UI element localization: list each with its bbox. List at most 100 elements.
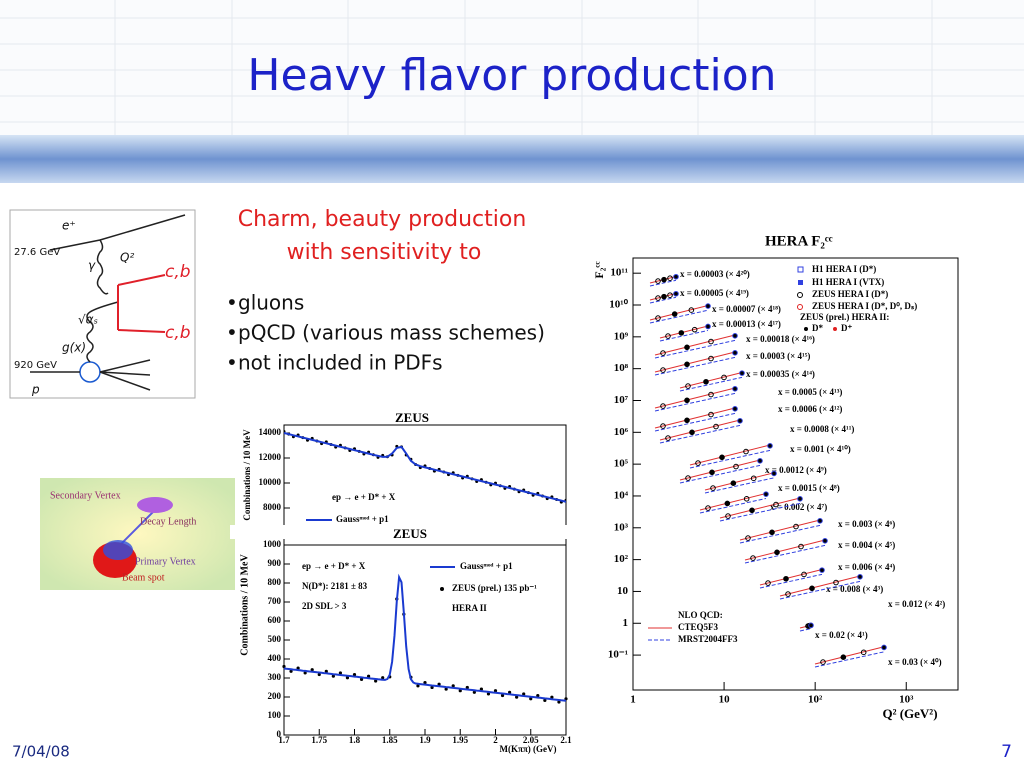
axis-label: Combinations / 10 MeV — [239, 554, 250, 656]
x-tick-label: 1.85 — [382, 735, 398, 745]
data-point — [769, 529, 775, 536]
series-label: x = 0.00003 (× 4²⁰) — [680, 269, 750, 279]
bullet-dot: • — [226, 291, 238, 315]
series-label: x = 0.006 (× 4⁴) — [838, 562, 895, 572]
data-point — [793, 523, 799, 530]
y-tick-label: 10⁴ — [614, 489, 629, 501]
data-point — [705, 323, 711, 330]
data-point — [705, 303, 711, 309]
legend: ep → e + D* + X — [332, 492, 396, 502]
legend: ZEUS (prel.) HERA II: — [800, 312, 889, 322]
legend-marker — [440, 587, 444, 591]
data-point — [331, 674, 335, 678]
data-point — [798, 543, 804, 550]
theory-line — [719, 497, 801, 519]
data-point — [797, 496, 803, 502]
y-tick-label: 10 — [617, 585, 629, 597]
theory-line — [739, 519, 821, 541]
series-label: x = 0.00035 (× 4¹⁴) — [746, 369, 815, 379]
x-tick-label: 2.05 — [523, 735, 539, 745]
axis-label: F₂ᶜᶜ — [592, 261, 606, 278]
x-tick-label: 1 — [630, 694, 636, 706]
y-tick-label: 600 — [268, 615, 282, 625]
data-point — [757, 458, 763, 464]
label: g(x) — [62, 341, 86, 355]
data-point — [820, 659, 826, 665]
theory-line — [654, 412, 736, 432]
theory-line — [654, 334, 736, 356]
legend: D⁺ — [841, 323, 852, 333]
theory-line — [689, 449, 771, 469]
y-tick-label: 0 — [277, 729, 282, 739]
bullet-dot: • — [226, 321, 238, 345]
data-point — [739, 370, 745, 376]
y-tick-label: 10² — [614, 553, 629, 565]
label: 920 GeV — [14, 360, 57, 371]
data-point — [685, 475, 691, 481]
y-tick-label: 10¹¹ — [610, 267, 628, 279]
theory-line — [659, 329, 709, 342]
data-point — [840, 654, 847, 661]
theory-line — [654, 387, 736, 409]
data-point — [710, 485, 716, 491]
series-label: x = 0.012 (× 4²) — [888, 599, 945, 609]
data-point — [783, 575, 789, 582]
data-point — [655, 278, 661, 284]
bullet: pQCD (various mass schemes) — [238, 321, 545, 345]
data-point — [730, 480, 737, 487]
y-tick-label: 200 — [268, 691, 282, 701]
data-point — [703, 378, 709, 385]
theory-line — [654, 351, 736, 373]
page-number: 7 — [1001, 742, 1012, 762]
data-point — [773, 501, 779, 508]
data-point — [522, 692, 526, 696]
theory-line — [799, 628, 812, 632]
axis-label: Combinations / 10 MeV — [242, 429, 252, 521]
data-point — [771, 470, 777, 477]
bullet-dot: • — [226, 351, 238, 375]
data-point — [550, 695, 554, 699]
data-point — [423, 681, 427, 685]
series-label: x = 0.03 (× 4⁰) — [888, 657, 942, 667]
legend-marker — [797, 266, 804, 273]
legend: ZEUS HERA I (D*, D⁰, Dₛ) — [812, 301, 917, 311]
data-point — [660, 403, 666, 409]
data-point — [688, 307, 695, 313]
y-tick-label: 10⁶ — [614, 426, 629, 438]
y-tick-label: 10³ — [614, 521, 629, 533]
series-label: x = 0.0003 (× 4¹⁵) — [746, 351, 810, 361]
label: c,b — [165, 262, 191, 282]
data-point — [743, 496, 750, 502]
data-point — [671, 311, 678, 317]
data-point — [543, 698, 547, 702]
data-point — [381, 676, 385, 680]
y-tick-label: 10¹⁰ — [609, 299, 628, 311]
theory-line — [649, 309, 709, 324]
series-label: x = 0.0008 (× 4¹¹) — [790, 424, 854, 434]
data-point — [678, 330, 685, 336]
data-point — [708, 355, 714, 362]
x-tick-label: 1.95 — [452, 735, 468, 745]
data-point — [833, 579, 839, 586]
data-point — [465, 685, 469, 690]
label: Decay Length — [140, 516, 196, 527]
label: e⁺ — [62, 219, 76, 233]
theory-line — [719, 502, 801, 522]
data-point — [661, 293, 667, 300]
theory-line — [779, 580, 861, 600]
data-point — [673, 290, 679, 297]
legend: HERA II — [452, 603, 487, 613]
y-tick-label: 14000 — [259, 427, 282, 437]
data-point — [430, 685, 434, 690]
theory-line — [649, 296, 677, 304]
series-label: x = 0.00013 (× 4¹⁷) — [712, 319, 781, 329]
data-point — [719, 454, 725, 461]
label: √αₛ — [78, 313, 98, 327]
theory-line — [704, 477, 775, 494]
label: Primary Vertex — [135, 556, 196, 567]
y-tick-label: 800 — [268, 577, 282, 587]
data-point — [732, 350, 738, 356]
label: Beam spot — [122, 572, 165, 583]
legend: ZEUS HERA I (D*) — [812, 289, 888, 299]
series-label: x = 0.00007 (× 4¹⁸) — [712, 304, 781, 314]
